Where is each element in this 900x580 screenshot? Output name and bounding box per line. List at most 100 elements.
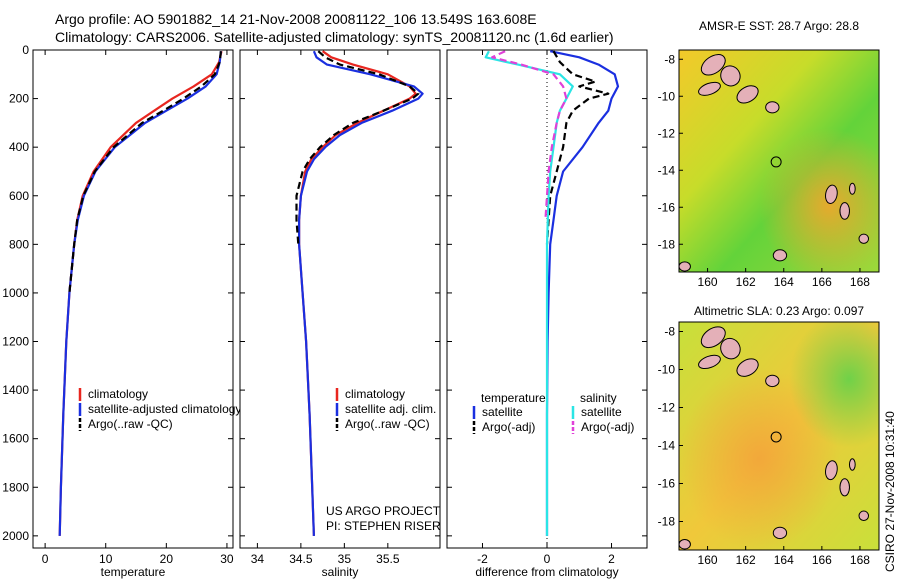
island-outline [678, 261, 691, 272]
island-outline [736, 358, 759, 377]
map-title: Altimetric SLA: 0.23 Argo: 0.097 [694, 304, 864, 318]
y-tick-label: 400 [9, 140, 29, 154]
timestamp-stamp: CSIRO 27-Nov-2008 10:31:40 [883, 411, 897, 572]
island-outline [772, 526, 788, 540]
island-outline [698, 81, 721, 96]
island-outline [678, 539, 691, 550]
x-tick-label: 10 [99, 552, 113, 566]
y-tick-label: -8 [664, 325, 675, 339]
x-tick-label: 0 [42, 552, 49, 566]
x-tick-label: 168 [850, 553, 870, 567]
y-tick-label: 1400 [2, 383, 29, 397]
x-tick-label: 35.5 [376, 552, 400, 566]
y-tick-label: 200 [9, 92, 29, 106]
legend-entry: satellite [581, 405, 622, 419]
island-outline [858, 233, 870, 244]
panel-salinity: 34 34.5 35 35.5 salinity climatologysatellite… [239, 49, 441, 579]
y-tick-label: 1600 [2, 432, 29, 446]
x-tick-label: 162 [736, 553, 756, 567]
legend-entry: satellite [482, 405, 523, 419]
island-outline [772, 249, 788, 262]
profile-title: Argo profile: AO 5901882_14 21-Nov-2008 … [55, 11, 537, 27]
float-location-marker [770, 431, 782, 443]
x-axis-label: salinity [322, 565, 359, 579]
x-tick-label: 168 [850, 275, 870, 289]
island-outline [839, 478, 850, 497]
x-tick-label: 2 [608, 552, 615, 566]
x-tick-label: 34 [251, 552, 265, 566]
panel-temperature: 0 10 20 30 0 200 400 600 800 1000 1200 1400 1600 1800… [2, 43, 241, 579]
legend-header: temperature [481, 391, 546, 405]
y-tick-label: 800 [9, 237, 29, 251]
x-tick-label: 164 [774, 553, 794, 567]
x-axis-label: temperature [101, 565, 166, 579]
y-tick-label: 0 [22, 43, 29, 57]
island-outline [825, 184, 838, 204]
x-tick-label: 162 [736, 275, 756, 289]
x-tick-label: 160 [698, 275, 718, 289]
map-frame [678, 321, 880, 551]
x-tick-label: 0 [544, 552, 551, 566]
island-outline [720, 65, 741, 87]
island-outline [848, 458, 856, 471]
y-tick-label: -18 [658, 237, 676, 251]
series-line-argo-raw-qc- [295, 50, 420, 245]
y-tick-label: -12 [658, 401, 676, 415]
island-outline [848, 182, 856, 195]
x-tick-label: 166 [812, 275, 832, 289]
x-tick-label: 20 [160, 552, 174, 566]
legend-entry: Argo(-adj) [482, 420, 535, 434]
island-outline [720, 337, 741, 360]
annotation-text: US ARGO PROJECT [326, 504, 441, 518]
island-outline [765, 374, 780, 388]
panel-altimetric-sla: Altimetric SLA: 0.23 Argo: 0.097 160 162 16… [658, 304, 880, 567]
float-location-marker [770, 156, 782, 168]
legend-entry: Argo(..raw -QC) [345, 417, 430, 431]
x-tick-label: 30 [220, 552, 234, 566]
legend-entry: satellite-adjusted climatology [88, 402, 241, 416]
island-outline [736, 85, 759, 104]
series-line-salinity-argo-adj- [491, 50, 568, 221]
island-outline [858, 510, 870, 522]
legend-entry: satellite adj. clim. [345, 402, 436, 416]
y-tick-label: 2000 [2, 529, 29, 543]
x-axis-label: difference from climatology [475, 565, 618, 579]
y-tick-label: -8 [664, 52, 675, 66]
y-tick-label: 1200 [2, 335, 29, 349]
series-line-argo-raw-qc- [68, 51, 222, 294]
y-tick-label: -14 [658, 163, 676, 177]
x-tick-label: 166 [812, 553, 832, 567]
y-tick-label: 600 [9, 189, 29, 203]
series-line-temperature-argo-adj- [545, 50, 610, 245]
x-tick-label: 160 [698, 553, 718, 567]
panel-amsr-sst: AMSR-E SST: 28.7 Argo: 28.8 160 162 164 166 1… [658, 19, 880, 289]
island-outline [700, 326, 726, 349]
y-tick-label: -16 [658, 477, 676, 491]
map-title: AMSR-E SST: 28.7 Argo: 28.8 [699, 19, 859, 33]
y-tick-label: -10 [658, 89, 676, 103]
y-tick-label: -16 [658, 200, 676, 214]
legend-header: salinity [580, 391, 617, 405]
x-tick-label: 34.5 [289, 552, 313, 566]
y-tick-label: -14 [658, 439, 676, 453]
x-tick-label: 35 [338, 552, 352, 566]
y-tick-label: -12 [658, 126, 676, 140]
annotation-text: PI: STEPHEN RISER [326, 519, 441, 533]
x-tick-label: -2 [477, 552, 488, 566]
legend-entry: climatology [345, 387, 405, 401]
y-tick-label: 1800 [2, 480, 29, 494]
series-line-satellite-adj-clim- [298, 50, 424, 536]
plot-frame [239, 49, 441, 549]
legend-entry: Argo(-adj) [581, 420, 634, 434]
x-tick-label: 164 [774, 275, 794, 289]
island-outline [839, 202, 850, 220]
legend-entry: Argo(..raw -QC) [88, 417, 173, 431]
island-outline [765, 101, 780, 114]
y-tick-label: -18 [658, 515, 676, 529]
legend-entry: climatology [88, 387, 148, 401]
island-outline [698, 354, 721, 370]
island-outline [825, 460, 838, 481]
island-outline [700, 54, 726, 76]
